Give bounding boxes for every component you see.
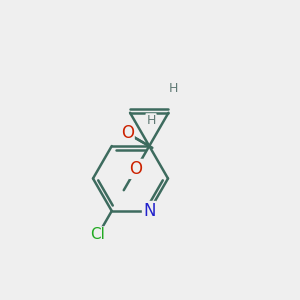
- Text: H: H: [146, 114, 156, 127]
- Text: N: N: [143, 202, 155, 220]
- Text: H: H: [168, 82, 178, 95]
- Text: O: O: [121, 124, 134, 142]
- Text: O: O: [130, 160, 142, 178]
- Text: Cl: Cl: [91, 227, 105, 242]
